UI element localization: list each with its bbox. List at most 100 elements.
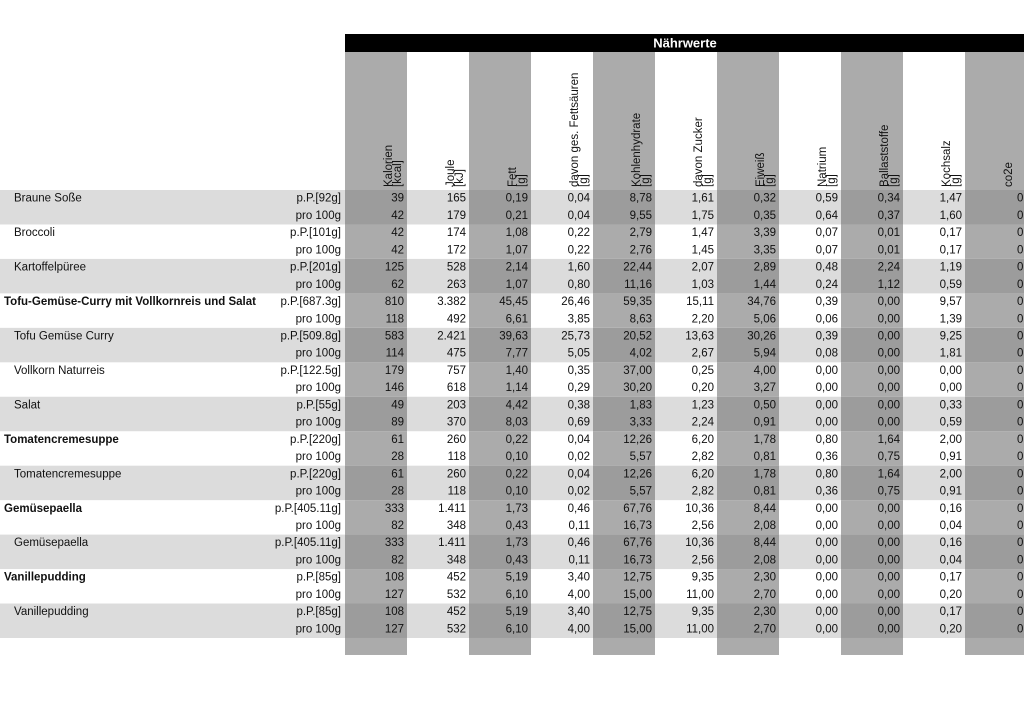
cell-value: 0,00 <box>816 382 838 394</box>
column-cell-bg <box>593 431 655 466</box>
cell-value: 0,75 <box>878 486 900 498</box>
cell-value: 757 <box>447 365 466 377</box>
column-unit: [g] <box>578 174 590 187</box>
column-cell-bg <box>593 362 655 397</box>
cell-value: 30,20 <box>623 382 652 394</box>
item-name: Salat <box>14 399 41 411</box>
table-title: Nährwerte <box>653 35 717 50</box>
cell-value: 0,29 <box>568 382 590 394</box>
column-label: Kohlenhydrate <box>631 113 643 187</box>
portion: pro 100g <box>296 210 341 222</box>
portion: p.P.[220g] <box>290 434 341 446</box>
cell-value: 127 <box>385 589 404 601</box>
column-unit: [g] <box>640 174 652 187</box>
cell-value: 3,85 <box>568 313 590 325</box>
cell-value: 0,17 <box>940 606 962 618</box>
cell-value: 179 <box>385 365 404 377</box>
cell-value: 5,19 <box>506 606 528 618</box>
column-foot-bg <box>841 637 903 655</box>
cell-value: 42 <box>391 227 404 239</box>
column-cell-bg <box>593 327 655 363</box>
header-bar <box>345 34 1024 52</box>
cell-value: 0,00 <box>816 589 838 601</box>
column-header-bg <box>345 52 407 190</box>
column-label: Joule <box>445 160 457 188</box>
portion: pro 100g <box>296 313 341 325</box>
portion: pro 100g <box>296 244 341 256</box>
cell-value: 0 <box>1017 227 1023 239</box>
column-unit: [g] <box>516 174 528 187</box>
column-unit: [g] <box>888 174 900 187</box>
cell-value: 0,75 <box>878 451 900 463</box>
cell-value: 0,00 <box>816 537 838 549</box>
column-cell-bg <box>717 190 779 225</box>
cell-value: 0,00 <box>816 417 838 429</box>
column-cell-bg <box>593 258 655 294</box>
cell-value: 45,45 <box>499 296 528 308</box>
cell-value: 114 <box>386 348 405 360</box>
cell-value: 0,46 <box>568 537 590 549</box>
cell-value: 0,07 <box>816 244 838 256</box>
column-foot-bg <box>469 637 531 655</box>
cell-value: 0,00 <box>816 365 838 377</box>
cell-value: 15,00 <box>623 589 652 601</box>
cell-value: 0,16 <box>940 503 962 515</box>
cell-value: 22,44 <box>623 262 652 274</box>
column-cell-bg <box>345 190 407 225</box>
portion: pro 100g <box>296 486 341 498</box>
cell-value: 0,20 <box>940 623 962 635</box>
cell-value: 2,67 <box>692 348 714 360</box>
cell-value: 28 <box>391 451 404 463</box>
cell-value: 0 <box>1017 520 1023 532</box>
cell-value: 0 <box>1017 365 1023 377</box>
cell-value: 12,26 <box>623 468 652 480</box>
column-foot-bg <box>965 637 1024 655</box>
column-cell-bg <box>717 224 779 259</box>
cell-value: 10,36 <box>685 503 714 515</box>
column-cell-bg <box>965 258 1024 294</box>
cell-value: 0 <box>1017 537 1023 549</box>
cell-value: 0,59 <box>940 417 962 429</box>
cell-value: 3,40 <box>568 572 590 584</box>
item-name: Gemüsepaella <box>14 537 89 549</box>
cell-value: 0 <box>1017 313 1023 325</box>
cell-value: 6,20 <box>692 434 714 446</box>
cell-value: 0,16 <box>940 537 962 549</box>
cell-value: 1,73 <box>506 537 528 549</box>
column-cell-bg <box>469 396 531 432</box>
cell-value: 11,00 <box>686 623 714 635</box>
cell-value: 1,23 <box>692 399 714 411</box>
cell-value: 61 <box>391 468 404 480</box>
column-unit: [g] <box>950 174 962 187</box>
cell-value: 0,04 <box>568 210 591 222</box>
cell-value: 5,57 <box>630 486 652 498</box>
cell-value: 0,35 <box>568 365 590 377</box>
cell-value: 0,00 <box>878 330 900 342</box>
cell-value: 1,19 <box>940 262 962 274</box>
portion: p.P.[220g] <box>290 468 341 480</box>
cell-value: 2,89 <box>754 262 776 274</box>
item-name: Braune Soße <box>14 193 82 205</box>
cell-value: 1,44 <box>754 279 777 291</box>
cell-value: 0 <box>1017 382 1023 394</box>
cell-value: 370 <box>447 417 466 429</box>
cell-value: 2,70 <box>754 623 776 635</box>
cell-value: 0 <box>1017 434 1023 446</box>
cell-value: 0 <box>1017 244 1023 256</box>
cell-value: 532 <box>447 623 466 635</box>
cell-value: 0,00 <box>816 623 838 635</box>
cell-value: 2,82 <box>692 486 714 498</box>
column-cell-bg <box>841 603 903 638</box>
cell-value: 1,03 <box>692 279 714 291</box>
column-cell-bg <box>717 258 779 294</box>
column-cell-bg <box>345 258 407 294</box>
portion: p.P.[55g] <box>296 399 341 411</box>
column-cell-bg <box>965 569 1024 604</box>
cell-value: 4,02 <box>630 348 652 360</box>
cell-value: 1,39 <box>940 313 962 325</box>
column-cell-bg <box>345 396 407 432</box>
cell-value: 0,22 <box>568 227 590 239</box>
column-cell-bg <box>717 293 779 328</box>
cell-value: 0,35 <box>754 210 776 222</box>
portion: p.P.[201g] <box>290 262 341 274</box>
